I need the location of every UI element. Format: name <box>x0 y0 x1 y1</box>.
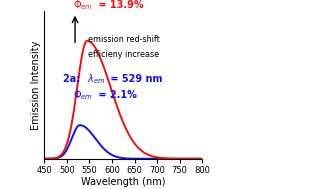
X-axis label: Wavelength (nm): Wavelength (nm) <box>81 177 166 187</box>
Text: = 2.1%: = 2.1% <box>95 90 137 100</box>
Text: efficieny increase: efficieny increase <box>88 50 160 59</box>
Text: 2a:: 2a: <box>63 74 84 84</box>
Text: $\Phi_{em}$: $\Phi_{em}$ <box>73 88 93 102</box>
Text: = 13.9%: = 13.9% <box>95 0 143 10</box>
Text: $\lambda_{em}$: $\lambda_{em}$ <box>87 72 106 86</box>
Y-axis label: Emission Intensity: Emission Intensity <box>32 40 41 130</box>
Text: $\Phi_{em}$: $\Phi_{em}$ <box>73 0 93 12</box>
Text: = 529 nm: = 529 nm <box>107 74 163 84</box>
Text: emission red-shift: emission red-shift <box>88 35 160 44</box>
